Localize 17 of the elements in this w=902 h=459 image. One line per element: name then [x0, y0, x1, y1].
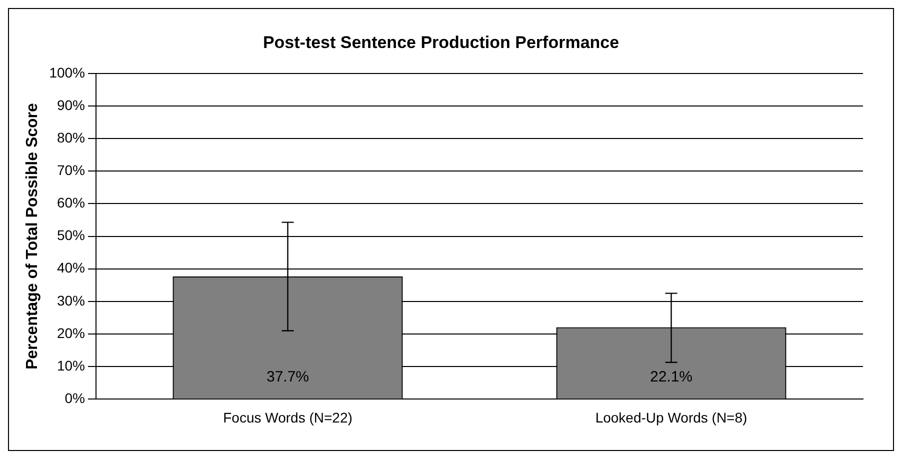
y-tick-label: 30%	[56, 292, 86, 308]
y-tick-label: 50%	[56, 227, 86, 244]
y-tick-label: 70%	[56, 162, 86, 178]
y-tick-label: 80%	[56, 129, 86, 146]
data-label: 22.1%	[650, 368, 693, 386]
y-tick-label: 90%	[56, 96, 86, 113]
y-tick-label: 100%	[49, 64, 86, 80]
chart-title: Post-test Sentence Production Performance	[262, 32, 620, 52]
data-label: 37.7%	[266, 368, 310, 386]
y-tick-label: 40%	[56, 260, 86, 276]
y-tick-label: 60%	[56, 194, 86, 211]
y-tick-label: 0%	[64, 390, 86, 406]
y-tick-label: 10%	[56, 357, 86, 374]
x-tick-label: Focus Words (N=22)	[223, 409, 352, 426]
y-axis-title: Percentage of Total Possible Score	[24, 102, 42, 370]
x-tick-label: Looked-Up Words (N=8)	[595, 409, 748, 426]
y-tick-label: 20%	[56, 324, 86, 341]
